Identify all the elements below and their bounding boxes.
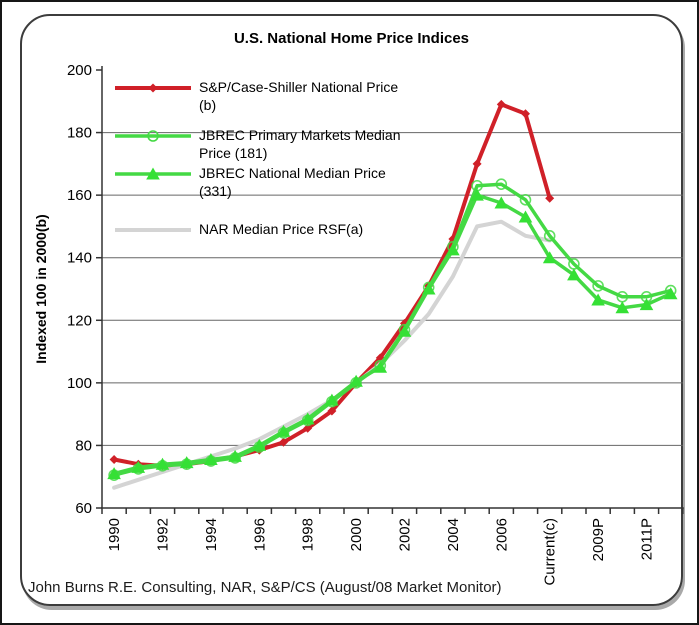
- marker-triangle: [494, 196, 509, 209]
- legend-label: NAR Median Price RSF(a): [199, 220, 364, 237]
- legend-label: JBREC National Median Price (331): [199, 164, 386, 200]
- marker-triangle: [591, 293, 605, 306]
- marker-diamond: [472, 159, 482, 169]
- x-tick-label: 2009P: [590, 518, 607, 561]
- legend-item-jbrec-primary: JBREC Primary Markets Median Price (181): [113, 126, 413, 163]
- x-tick-label: 2011P: [639, 518, 656, 560]
- marker-diamond: [279, 437, 288, 447]
- marker-triangle: [252, 438, 267, 451]
- chart-border-frame: [20, 14, 683, 606]
- y-tick-label: 60: [75, 500, 92, 517]
- marker-triangle: [518, 210, 533, 223]
- marker-triangle: [300, 412, 315, 425]
- x-tick-label: 2002: [397, 518, 414, 551]
- marker-circle: [543, 230, 556, 242]
- x-tick-label: Current(c): [542, 518, 559, 586]
- marker-diamond: [545, 193, 555, 203]
- marker-triangle: [107, 467, 121, 480]
- marker-triangle: [325, 393, 339, 406]
- x-tick-label: 1990: [106, 518, 123, 551]
- marker-circle: [495, 178, 508, 190]
- marker-diamond: [109, 455, 119, 465]
- marker-triangle: [373, 360, 388, 373]
- marker-triangle: [131, 460, 146, 473]
- marker-diamond: [327, 406, 337, 416]
- y-tick-label: 200: [67, 62, 92, 79]
- marker-triangle: [397, 324, 412, 337]
- x-tick-label: 2000: [348, 518, 365, 551]
- legend-label: S&P/Case-Shiller National Price (b): [199, 79, 399, 114]
- chart-title: U.S. National Home Price Indices: [233, 30, 470, 47]
- x-tick-label: 2006: [493, 518, 510, 551]
- marker-triangle: [542, 251, 557, 264]
- y-tick-label: 120: [67, 312, 92, 329]
- green-line-triangle-icon: [115, 167, 191, 180]
- x-tick-label: 1996: [251, 518, 268, 551]
- marker-diamond: [521, 109, 530, 119]
- marker-circle: [592, 280, 604, 292]
- y-tick-label: 160: [67, 187, 92, 204]
- x-tick-label: 1994: [203, 518, 220, 551]
- y-tick-label: 180: [67, 125, 92, 142]
- marker-triangle: [615, 301, 630, 314]
- marker-circle: [519, 194, 532, 206]
- legend-item-jbrec-national: JBREC National Median Price (331): [113, 164, 413, 201]
- y-tick-label: 100: [67, 375, 92, 392]
- marker-triangle: [446, 243, 460, 256]
- series-line-3: [112, 219, 552, 490]
- y-tick-label: 140: [67, 250, 92, 267]
- marker-triangle: [639, 298, 654, 311]
- source-note: John Burns R.E. Consulting, NAR, S&P/CS …: [28, 579, 502, 596]
- x-tick-label: 2004: [445, 518, 462, 551]
- legend-item-case-shiller: S&P/Case-Shiller National Price (b): [113, 78, 413, 115]
- marker-triangle: [349, 374, 363, 387]
- legend-item-nar: NAR Median Price RSF(a): [113, 220, 413, 238]
- marker-diamond: [303, 423, 313, 433]
- marker-triangle: [421, 282, 436, 295]
- x-tick-label: 1992: [155, 518, 172, 551]
- x-tick-label: 1998: [300, 518, 317, 551]
- marker-triangle: [276, 424, 291, 437]
- marker-triangle: [179, 456, 194, 469]
- marker-triangle: [228, 449, 242, 462]
- gray-line-icon: [115, 227, 191, 232]
- red-line-diamond-icon: [115, 83, 191, 93]
- y-tick-label: 80: [75, 437, 92, 454]
- legend-label: JBREC Primary Markets Median Price (181): [199, 126, 401, 162]
- legend: S&P/Case-Shiller National Price (b) JBRE…: [113, 78, 413, 238]
- marker-triangle: [470, 188, 484, 201]
- marker-triangle: [155, 457, 170, 470]
- marker-triangle: [204, 453, 218, 466]
- marker-triangle: [663, 287, 678, 300]
- green-line-circle-icon: [115, 130, 191, 142]
- marker-diamond: [496, 99, 506, 109]
- marker-triangle: [567, 268, 581, 281]
